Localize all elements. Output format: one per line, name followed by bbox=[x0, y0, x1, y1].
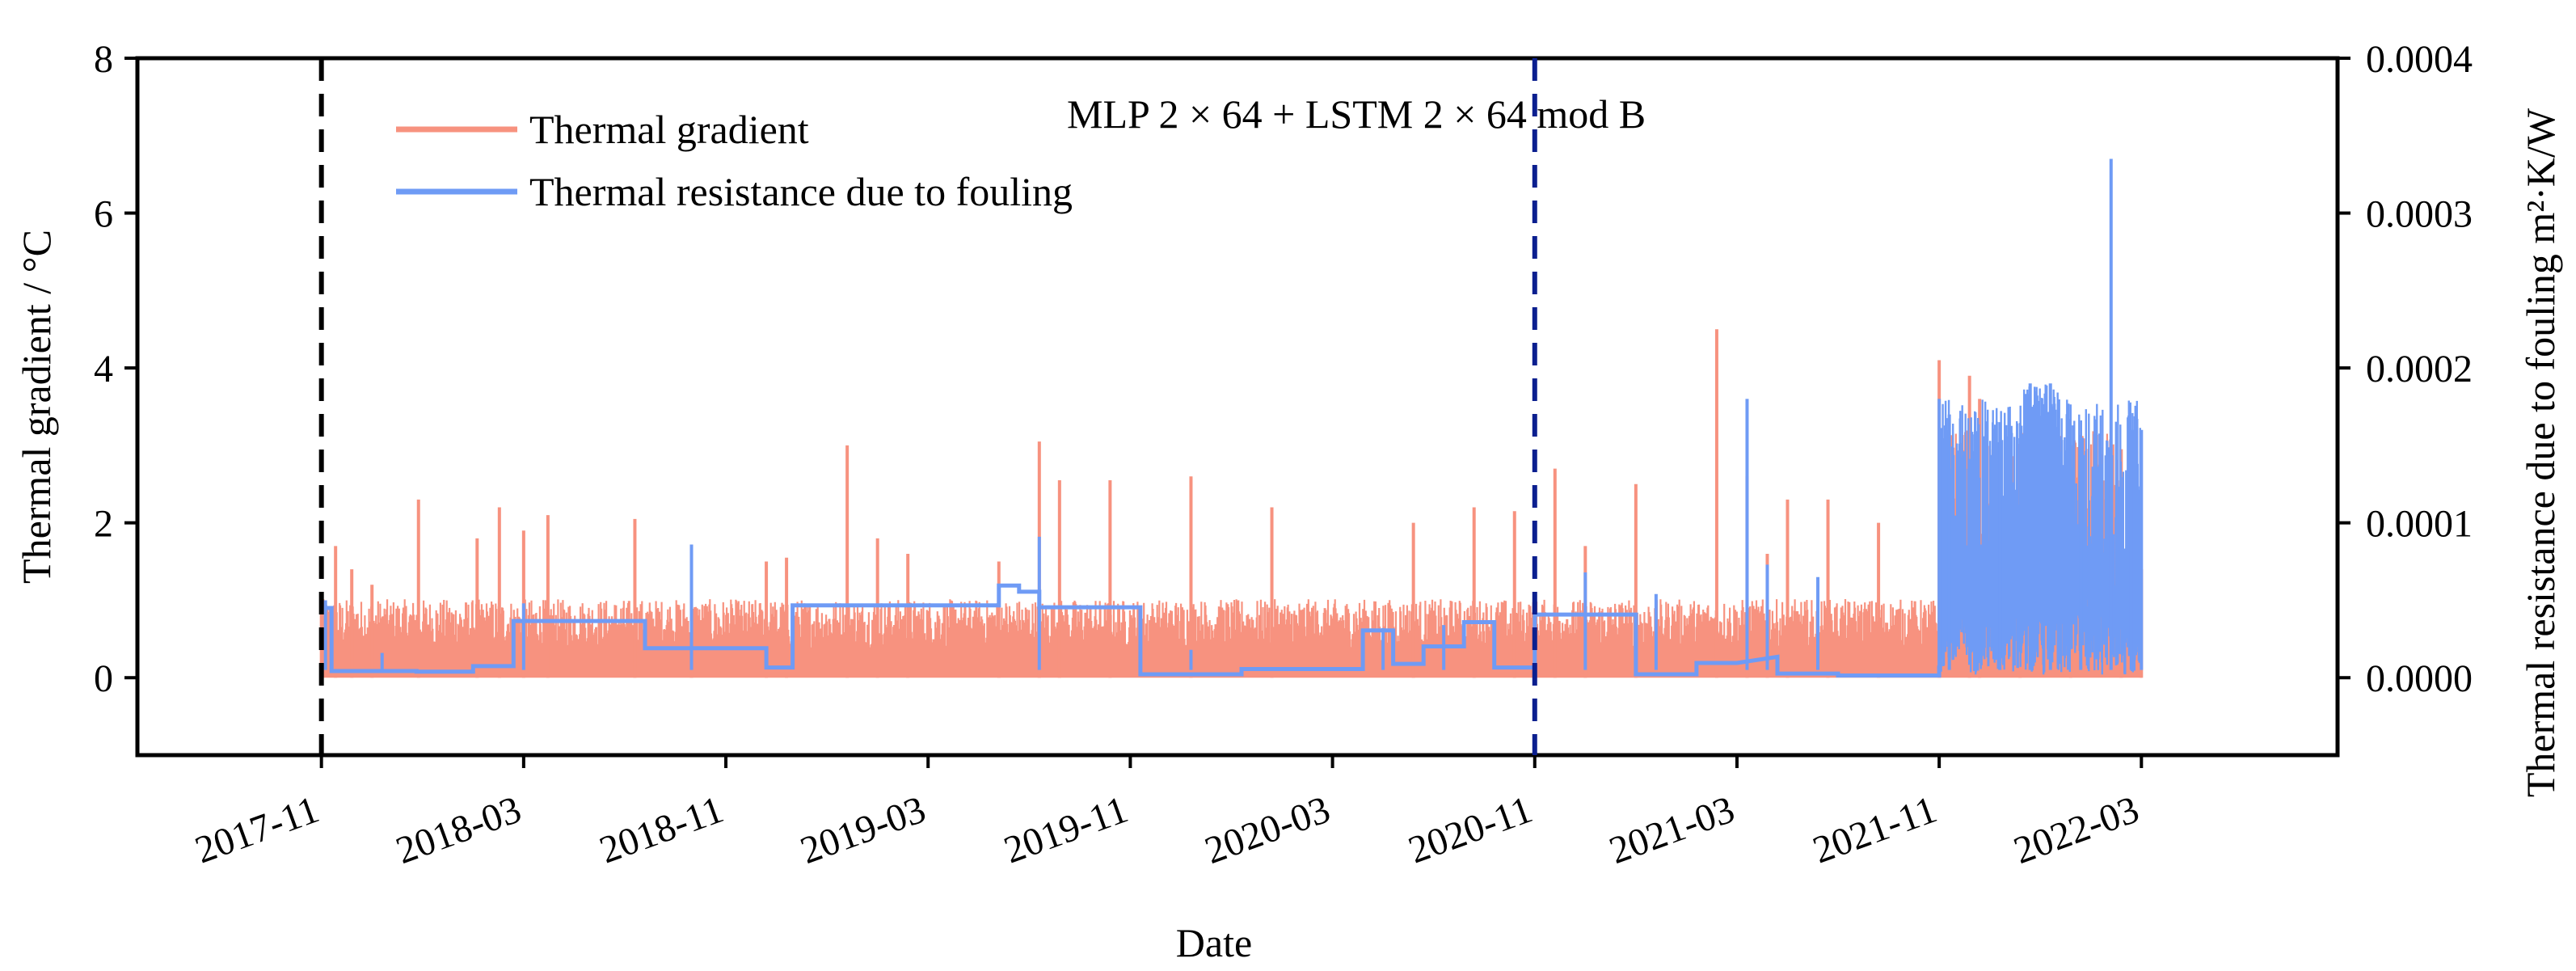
series-layer bbox=[319, 158, 2144, 678]
x-tick-label: 2018-03 bbox=[390, 788, 526, 873]
y-tick-label-right: 0.0003 bbox=[2366, 193, 2473, 236]
x-tick-label: 2021-11 bbox=[1807, 788, 1942, 872]
legend: Thermal gradient Thermal resistance due … bbox=[396, 107, 1073, 214]
x-tick-label: 2022-03 bbox=[2009, 788, 2144, 873]
x-tick-label: 2020-11 bbox=[1403, 788, 1538, 872]
y-axis-title-left: Thermal gradient / °C bbox=[14, 230, 59, 584]
y-tick-label-right: 0.0000 bbox=[2366, 657, 2473, 700]
x-tick-label: 2020-03 bbox=[1199, 788, 1335, 873]
model-annotation: MLP 2 × 64 + LSTM 2 × 64 mod B bbox=[1067, 91, 1646, 137]
y-tick-label-right: 0.0002 bbox=[2366, 348, 2473, 391]
y-tick-label-left: 8 bbox=[94, 38, 113, 81]
series-thermal-gradient-band bbox=[320, 430, 2143, 678]
y-tick-label-left: 0 bbox=[94, 657, 113, 700]
y-tick-label-left: 4 bbox=[94, 348, 113, 391]
plot-frame bbox=[135, 56, 2340, 758]
y-tick-label-right: 0.0001 bbox=[2366, 503, 2473, 546]
x-tick-label: 2019-11 bbox=[998, 788, 1133, 872]
series-thermal-resistance-line bbox=[321, 583, 1941, 678]
x-tick-label: 2021-03 bbox=[1604, 788, 1739, 873]
x-tick-label: 2017-11 bbox=[190, 788, 325, 872]
legend-label-thermal-gradient: Thermal gradient bbox=[529, 107, 809, 152]
y-tick-label-left: 2 bbox=[94, 503, 113, 546]
x-axis-title: Date bbox=[1176, 920, 1252, 965]
legend-label-thermal-resistance: Thermal resistance due to fouling bbox=[529, 169, 1073, 214]
y-tick-label-left: 6 bbox=[94, 193, 113, 236]
x-tick-label: 2019-03 bbox=[795, 788, 931, 873]
x-tick-label: 2018-11 bbox=[594, 788, 729, 872]
y-axis-title-right: Thermal resistance due to fouling m²·K/W bbox=[2518, 108, 2563, 797]
y-tick-label-right: 0.0004 bbox=[2366, 38, 2473, 81]
axes-layer bbox=[135, 56, 2340, 758]
